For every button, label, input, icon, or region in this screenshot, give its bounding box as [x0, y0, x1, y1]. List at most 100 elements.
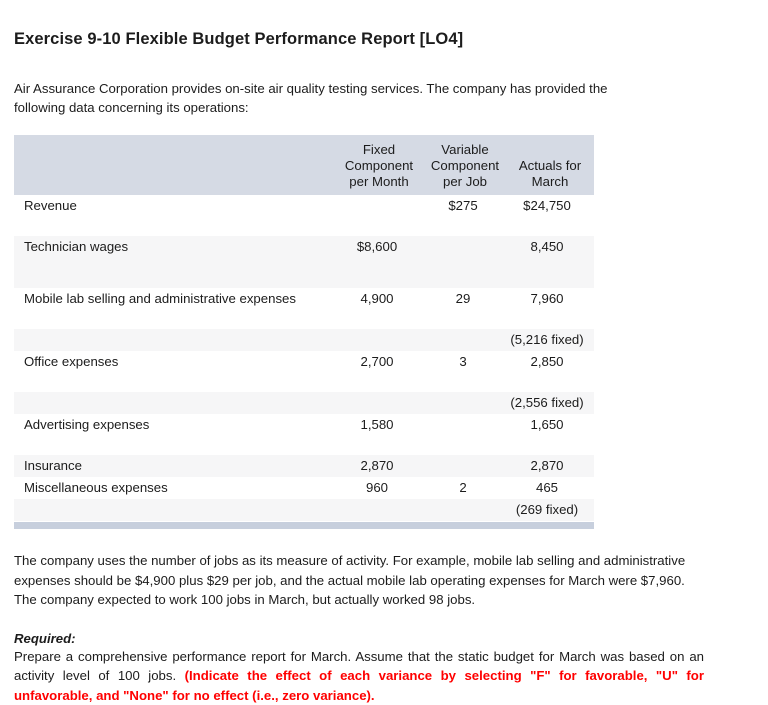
row-actuals-note: (2,556 fixed) [506, 392, 594, 414]
table-row: (5,216 fixed) [14, 329, 594, 351]
column-header-label [14, 135, 334, 195]
row-label [14, 217, 334, 236]
table-body: Revenue $275 $24,750 Technician wages $8… [14, 195, 594, 521]
row-variable-value [424, 392, 506, 414]
row-label [14, 499, 334, 521]
budget-data-table-wrapper: Fixed Component per Month Variable Compo… [14, 135, 594, 529]
row-label [14, 329, 334, 351]
row-fixed-value [334, 499, 424, 521]
actuals-header-line2: March [512, 174, 588, 190]
table-header-row: Fixed Component per Month Variable Compo… [14, 135, 594, 195]
row-label [14, 258, 334, 288]
column-header-fixed-component: Fixed Component per Month [334, 135, 424, 195]
row-label: Revenue [14, 195, 334, 217]
row-actuals-value [506, 258, 594, 288]
table-row: Mobile lab selling and administrative ex… [14, 288, 594, 310]
variable-header-line3: per Job [430, 174, 500, 190]
row-actuals-value: 1,650 [506, 414, 594, 436]
actuals-header-line1: Actuals for [512, 158, 588, 174]
row-actuals-value [506, 217, 594, 236]
row-actuals-note: (269 fixed) [506, 499, 594, 521]
row-fixed-value [334, 392, 424, 414]
row-actuals-value: 2,870 [506, 455, 594, 477]
table-row [14, 310, 594, 329]
row-label [14, 392, 334, 414]
row-fixed-value [334, 310, 424, 329]
row-actuals-value [506, 310, 594, 329]
row-label: Mobile lab selling and administrative ex… [14, 288, 334, 310]
row-actuals-value [506, 436, 594, 455]
row-actuals-note: (5,216 fixed) [506, 329, 594, 351]
row-variable-value [424, 217, 506, 236]
table-row: (269 fixed) [14, 499, 594, 521]
column-header-actuals: Actuals for March [506, 135, 594, 195]
table-row: Office expenses 2,700 3 2,850 [14, 351, 594, 373]
table-row: Technician wages $8,600 8,450 [14, 236, 594, 258]
row-actuals-value: 8,450 [506, 236, 594, 258]
row-variable-value [424, 258, 506, 288]
row-variable-value: $275 [424, 195, 506, 217]
row-fixed-value [334, 217, 424, 236]
row-fixed-value [334, 373, 424, 392]
row-fixed-value [334, 329, 424, 351]
row-actuals-value: 465 [506, 477, 594, 499]
table-row: Miscellaneous expenses 960 2 465 [14, 477, 594, 499]
row-label [14, 373, 334, 392]
table-row: Revenue $275 $24,750 [14, 195, 594, 217]
row-variable-value [424, 373, 506, 392]
variable-header-line1: Variable [430, 142, 500, 158]
row-variable-value [424, 310, 506, 329]
row-fixed-value [334, 436, 424, 455]
row-variable-value [424, 236, 506, 258]
table-row [14, 258, 594, 288]
row-actuals-value: $24,750 [506, 195, 594, 217]
required-instructions: Prepare a comprehensive performance repo… [14, 647, 704, 705]
row-label: Advertising expenses [14, 414, 334, 436]
row-actuals-value: 2,850 [506, 351, 594, 373]
fixed-header-line3: per Month [340, 174, 418, 190]
row-variable-value: 2 [424, 477, 506, 499]
row-label: Insurance [14, 455, 334, 477]
row-variable-value [424, 455, 506, 477]
row-variable-value [424, 436, 506, 455]
row-fixed-value: $8,600 [334, 236, 424, 258]
column-header-variable-component: Variable Component per Job [424, 135, 506, 195]
row-variable-value: 3 [424, 351, 506, 373]
row-label: Miscellaneous expenses [14, 477, 334, 499]
row-fixed-value: 2,700 [334, 351, 424, 373]
intro-paragraph: Air Assurance Corporation provides on-si… [14, 49, 639, 117]
table-row: Insurance 2,870 2,870 [14, 455, 594, 477]
row-variable-value [424, 499, 506, 521]
fixed-header-line1: Fixed [340, 142, 418, 158]
required-label: Required: [14, 630, 704, 647]
row-variable-value [424, 329, 506, 351]
row-label: Technician wages [14, 236, 334, 258]
variable-header-line2: Component [430, 158, 500, 174]
page-title: Exercise 9-10 Flexible Budget Performanc… [14, 0, 754, 49]
table-row: (2,556 fixed) [14, 392, 594, 414]
row-fixed-value: 1,580 [334, 414, 424, 436]
row-label [14, 310, 334, 329]
row-actuals-value: 7,960 [506, 288, 594, 310]
required-section: Required: Prepare a comprehensive perfor… [14, 610, 704, 705]
row-fixed-value: 2,870 [334, 455, 424, 477]
table-footer-bar [14, 522, 594, 529]
row-fixed-value: 4,900 [334, 288, 424, 310]
table-row [14, 217, 594, 236]
row-actuals-value [506, 373, 594, 392]
table-row: Advertising expenses 1,580 1,650 [14, 414, 594, 436]
row-variable-value [424, 414, 506, 436]
budget-data-table: Fixed Component per Month Variable Compo… [14, 135, 594, 521]
row-fixed-value [334, 258, 424, 288]
row-label [14, 436, 334, 455]
document-page: Exercise 9-10 Flexible Budget Performanc… [0, 0, 768, 620]
row-variable-value: 29 [424, 288, 506, 310]
fixed-header-line2: Component [340, 158, 418, 174]
table-row [14, 373, 594, 392]
row-fixed-value [334, 195, 424, 217]
row-fixed-value: 960 [334, 477, 424, 499]
table-header: Fixed Component per Month Variable Compo… [14, 135, 594, 195]
row-label: Office expenses [14, 351, 334, 373]
explanation-paragraph: The company uses the number of jobs as i… [14, 529, 704, 610]
table-row [14, 436, 594, 455]
